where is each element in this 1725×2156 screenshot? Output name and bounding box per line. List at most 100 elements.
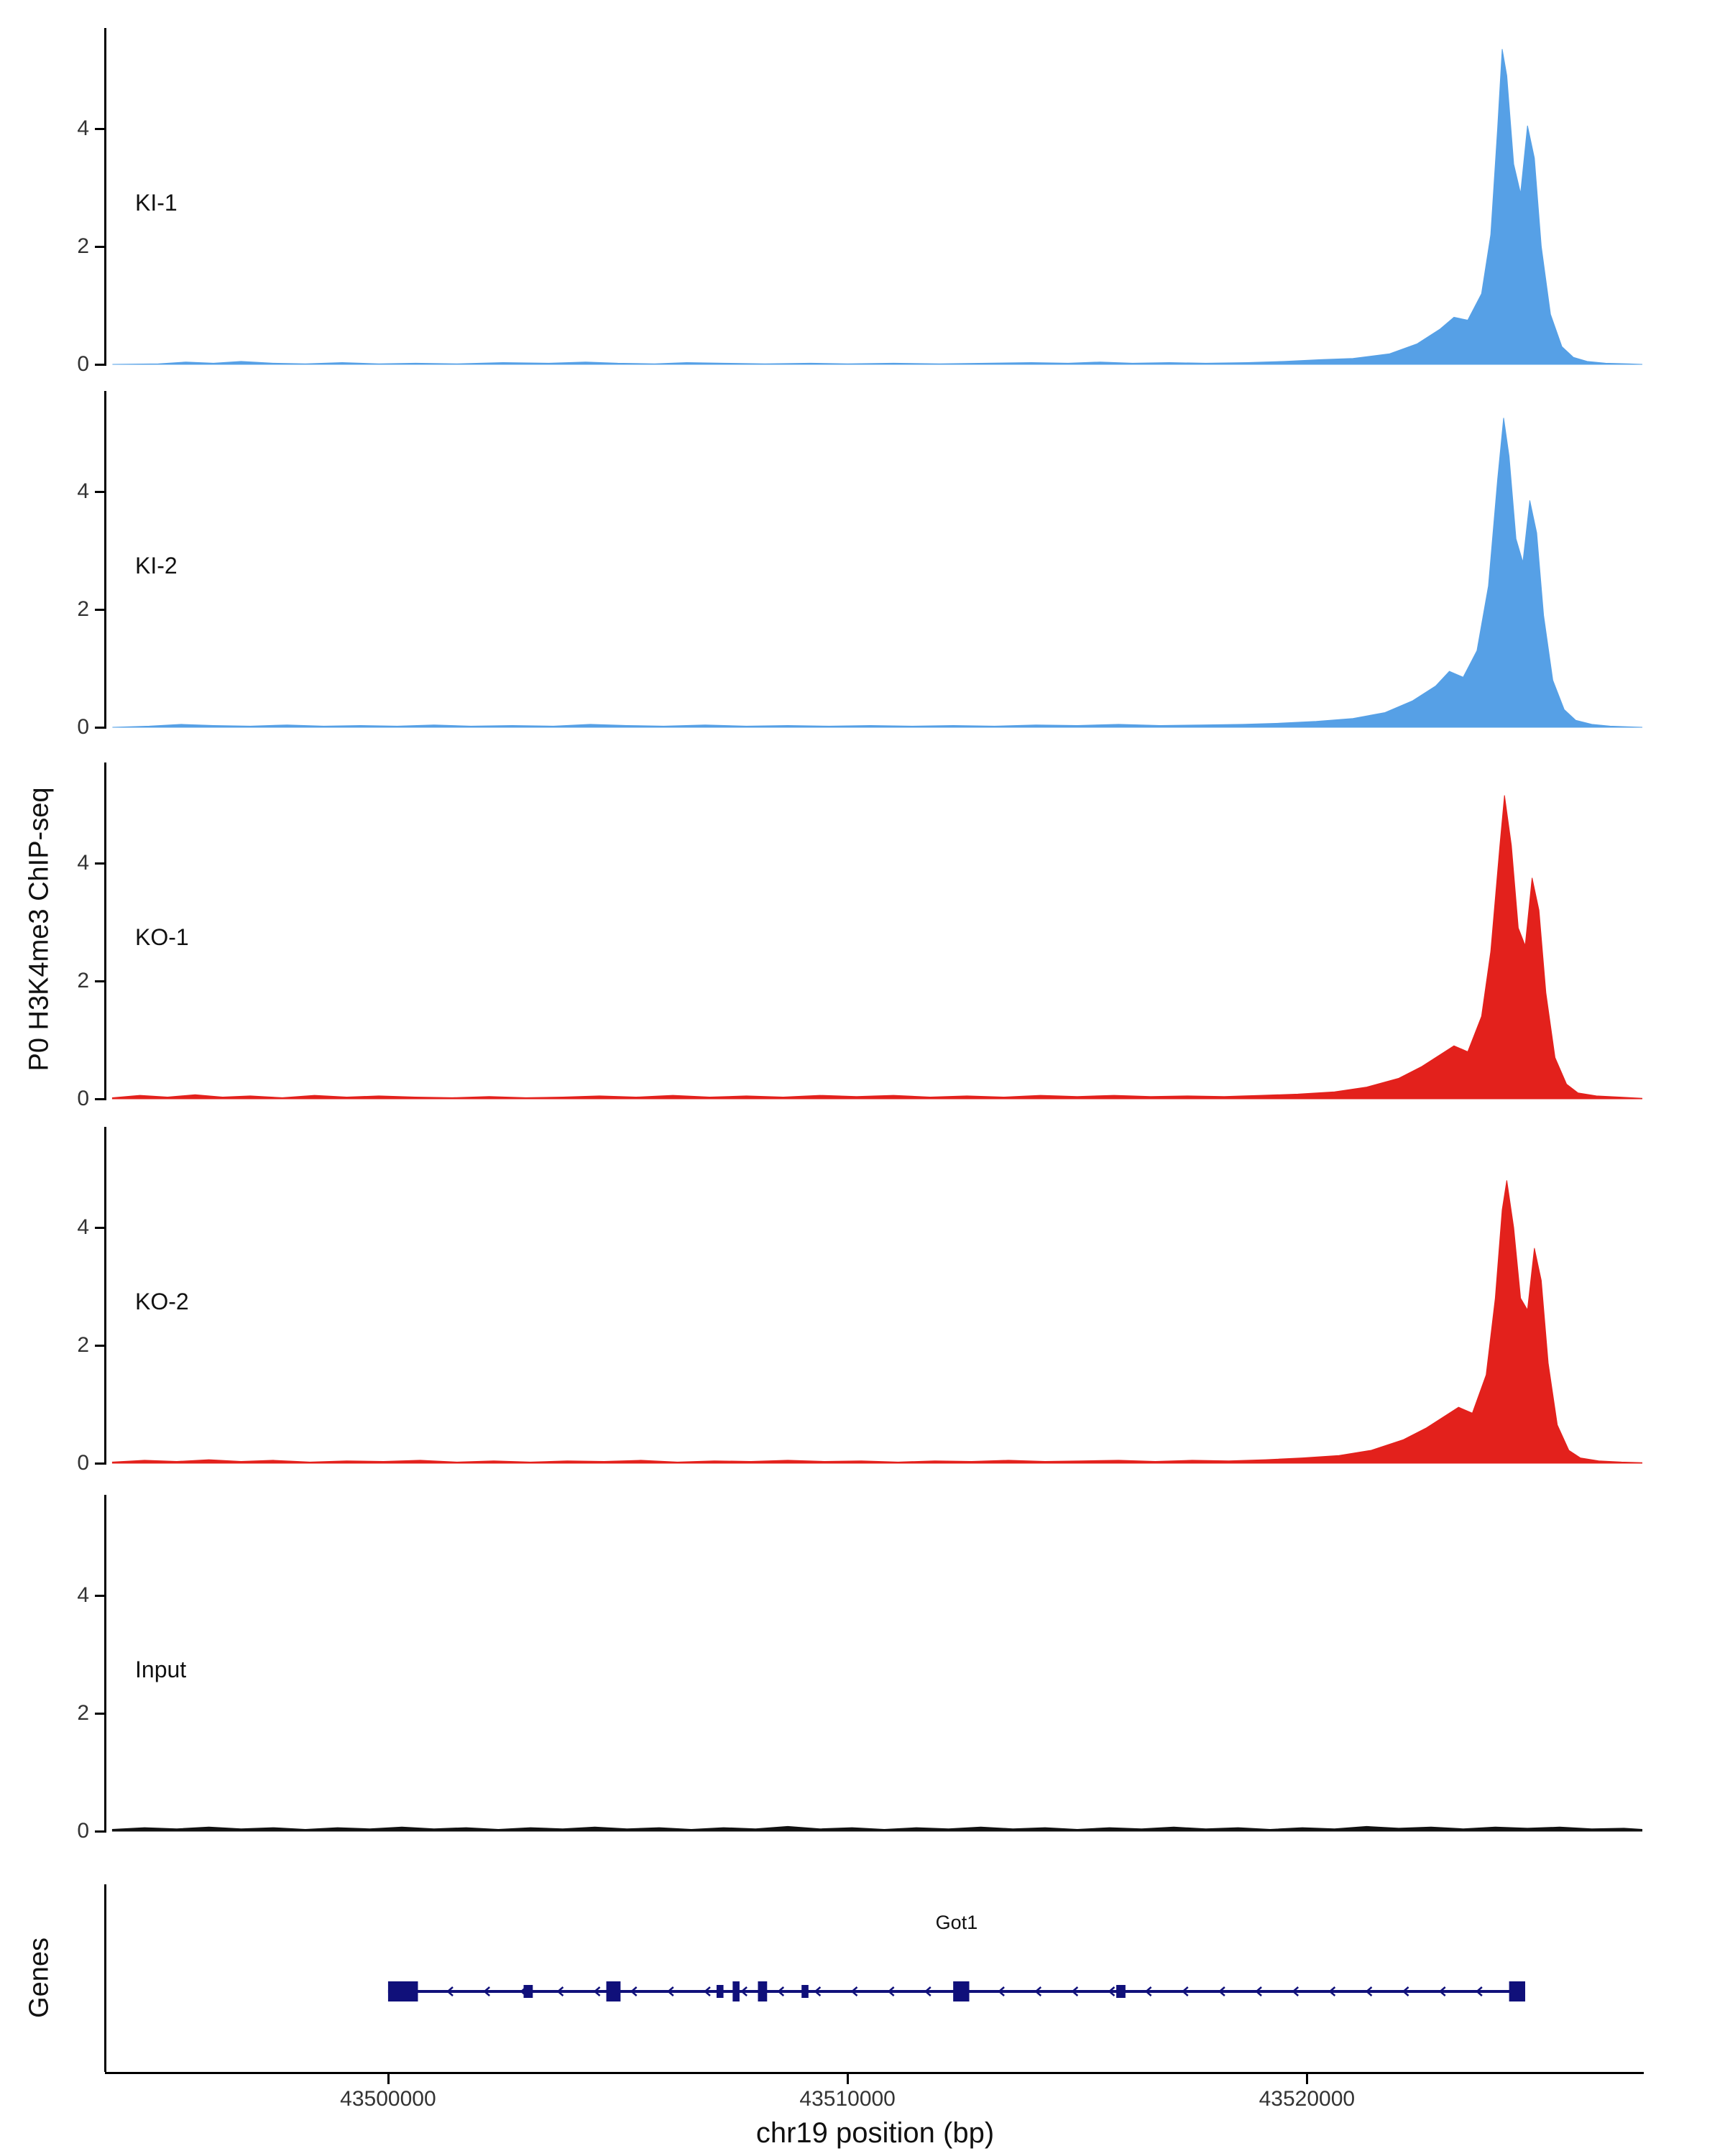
y-tick-mark [95,609,105,611]
signal-area [111,1825,1642,1832]
track-signal-input [111,1825,1642,1832]
genes-axis-line [104,1884,106,2072]
strand-arrow-icon [704,1986,711,1996]
strand-arrow-icon [814,1986,822,1996]
y-tick-label: 4 [77,1583,89,1607]
strand-arrow-icon [556,1986,564,1996]
y-axis-line [104,1127,106,1465]
strand-arrow-icon [483,1986,490,1996]
x-tick-mark [847,2074,850,2084]
signal-area [112,418,1642,728]
strand-arrow-icon [446,1986,454,1996]
exon-box [523,1985,533,1998]
exon-box [1116,1985,1126,1998]
exon-box [732,1981,740,2001]
exon-box [1509,1981,1525,2001]
exon-box [716,1985,724,1998]
y-tick-mark [95,1830,105,1833]
x-tick-mark [387,2074,390,2084]
y-tick-mark [95,1713,105,1715]
track-label-ki-2: KI-2 [135,553,178,579]
x-axis-title: chr19 position (bp) [755,2117,995,2149]
genes-axis-title: Genes [24,1938,55,2018]
strand-arrow-icon [998,1986,1005,1996]
track-label-input: Input [135,1657,187,1682]
y-axis-title: P0 H3K4me3 ChIP-seq [24,787,55,1072]
x-tick-label: 43510000 [799,2087,896,2111]
x-axis-line [105,2072,1644,2074]
strand-arrow-icon [1034,1986,1042,1996]
y-tick-label: 4 [77,1215,89,1239]
y-tick-mark [95,1345,105,1347]
y-tick-label: 4 [77,851,89,875]
x-tick-label: 43500000 [340,2087,436,2111]
strand-arrow-icon [666,1986,674,1996]
track-panel-ko-2: 0 2 4 KO-2 [77,1127,1642,1475]
signal-area [111,1180,1642,1464]
y-tick-label: 0 [77,1087,89,1110]
track-signal-ki-2 [112,418,1642,728]
y-tick-label: 0 [77,1451,89,1475]
y-tick-label: 4 [77,116,89,140]
track-label-ko-1: KO-1 [135,924,189,950]
strand-arrow-icon [1438,1986,1446,1996]
strand-arrow-icon [1475,1986,1483,1996]
y-tick-mark [95,246,105,248]
x-tick-mark [1306,2074,1309,2084]
y-tick-mark [95,128,105,130]
track-label-ki-1: KI-1 [135,190,178,216]
y-tick-label: 2 [77,234,89,258]
track-signal-ko-1 [111,795,1642,1100]
track-signal-ko-2 [111,1180,1642,1464]
y-tick-label: 2 [77,597,89,621]
track-panel-ko-1: 0 2 4 KO-1 [77,763,1642,1110]
x-tick-label: 43520000 [1259,2087,1356,2111]
track-panel-ki-1: 0 2 4 KI-1 [77,28,1642,376]
gene-track-panel: Got1 [104,1884,1642,2072]
exon-box [801,1985,809,1998]
track-label-ko-2: KO-2 [135,1289,189,1314]
y-axis-line [104,763,106,1100]
track-panel-input: 0 2 4 Input [77,1495,1642,1843]
y-axis-line [104,391,106,729]
y-tick-mark [95,980,105,982]
strand-arrow-icon [1218,1986,1225,1996]
exon-box [606,1981,621,2001]
strand-arrow-icon [1292,1986,1300,1996]
y-tick-mark [95,1227,105,1229]
y-tick-label: 2 [77,969,89,992]
track-panel-ki-2: 0 2 4 KI-2 [77,391,1642,739]
strand-arrow-icon [1108,1986,1116,1996]
strand-arrow-icon [1144,1986,1152,1996]
strand-arrow-icon [924,1986,932,1996]
strand-arrow-icon [1365,1986,1373,1996]
strand-arrow-icon [1255,1986,1262,1996]
signal-area [112,49,1642,365]
strand-arrow-icon [593,1986,601,1996]
y-axis-line [104,1495,106,1833]
y-tick-mark [95,727,105,729]
gene-model-drawing [387,1981,1525,2001]
y-tick-label: 2 [77,1333,89,1357]
strand-arrow-icon [1402,1986,1409,1996]
strand-arrow-icon [1181,1986,1189,1996]
y-tick-label: 2 [77,1701,89,1725]
y-axis-line [104,28,106,366]
y-tick-mark [95,364,105,366]
y-tick-mark [95,1595,105,1597]
strand-arrow-icon [887,1986,895,1996]
strand-arrow-icon [850,1986,858,1996]
y-tick-label: 0 [77,1819,89,1843]
strand-arrow-icon [777,1986,785,1996]
y-tick-mark [95,862,105,865]
exon-box [758,1981,768,2001]
exon-box [387,1981,418,2001]
y-tick-mark [95,1098,105,1100]
signal-area [111,795,1642,1100]
gene-name-label: Got1 [935,1912,978,1933]
strand-arrow-icon [1071,1986,1079,1996]
y-tick-mark [95,491,105,493]
strand-arrow-icon [1328,1986,1336,1996]
y-tick-label: 0 [77,715,89,739]
